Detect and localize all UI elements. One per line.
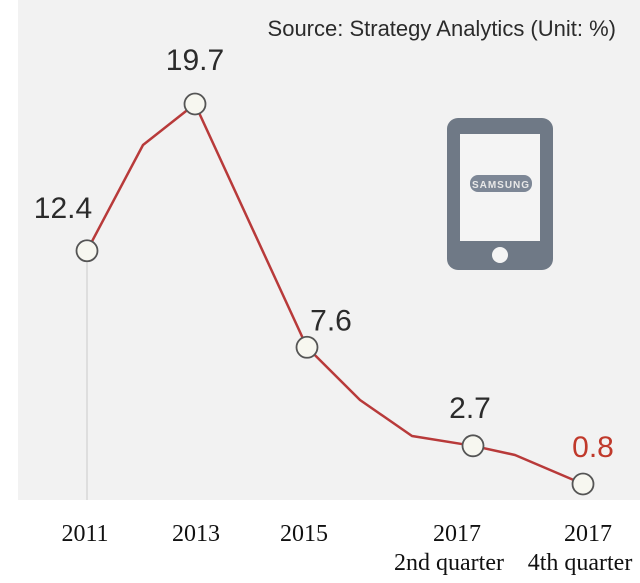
x-tick-label-3: 2015 — [280, 521, 328, 547]
data-point-1 — [75, 239, 99, 263]
smartphone-icon: SAMSUNG — [447, 118, 553, 270]
series-line — [85, 102, 585, 486]
source-note: Source: Strategy Analytics (Unit: %) — [268, 16, 616, 41]
data-labels: 12.4 19.7 7.6 2.7 0.8 — [34, 44, 614, 464]
data-label-1: 12.4 — [34, 192, 92, 225]
x-axis-tick-labels: 2011 2013 2015 2017 2nd quarter 2017 4th quart… — [61, 521, 632, 576]
brand-logo-text: SAMSUNG — [472, 180, 530, 191]
data-markers — [75, 92, 595, 496]
data-point-2 — [183, 92, 207, 116]
x-tick-label-5: 2017 — [564, 521, 612, 547]
data-label-3: 7.6 — [310, 304, 352, 337]
x-tick-label-1: 2011 — [61, 521, 108, 547]
x-tick-sublabel-4: 2nd quarter — [394, 550, 504, 576]
x-tick-sublabel-5: 4th quarter — [528, 550, 633, 576]
data-label-5: 0.8 — [572, 431, 614, 464]
data-point-4 — [461, 434, 485, 458]
data-point-5 — [571, 472, 595, 496]
data-label-2: 19.7 — [166, 44, 224, 77]
x-tick-label-4: 2017 — [433, 521, 481, 547]
x-tick-label-2: 2013 — [172, 521, 220, 547]
data-point-3 — [295, 335, 319, 359]
data-label-4: 2.7 — [449, 392, 491, 425]
